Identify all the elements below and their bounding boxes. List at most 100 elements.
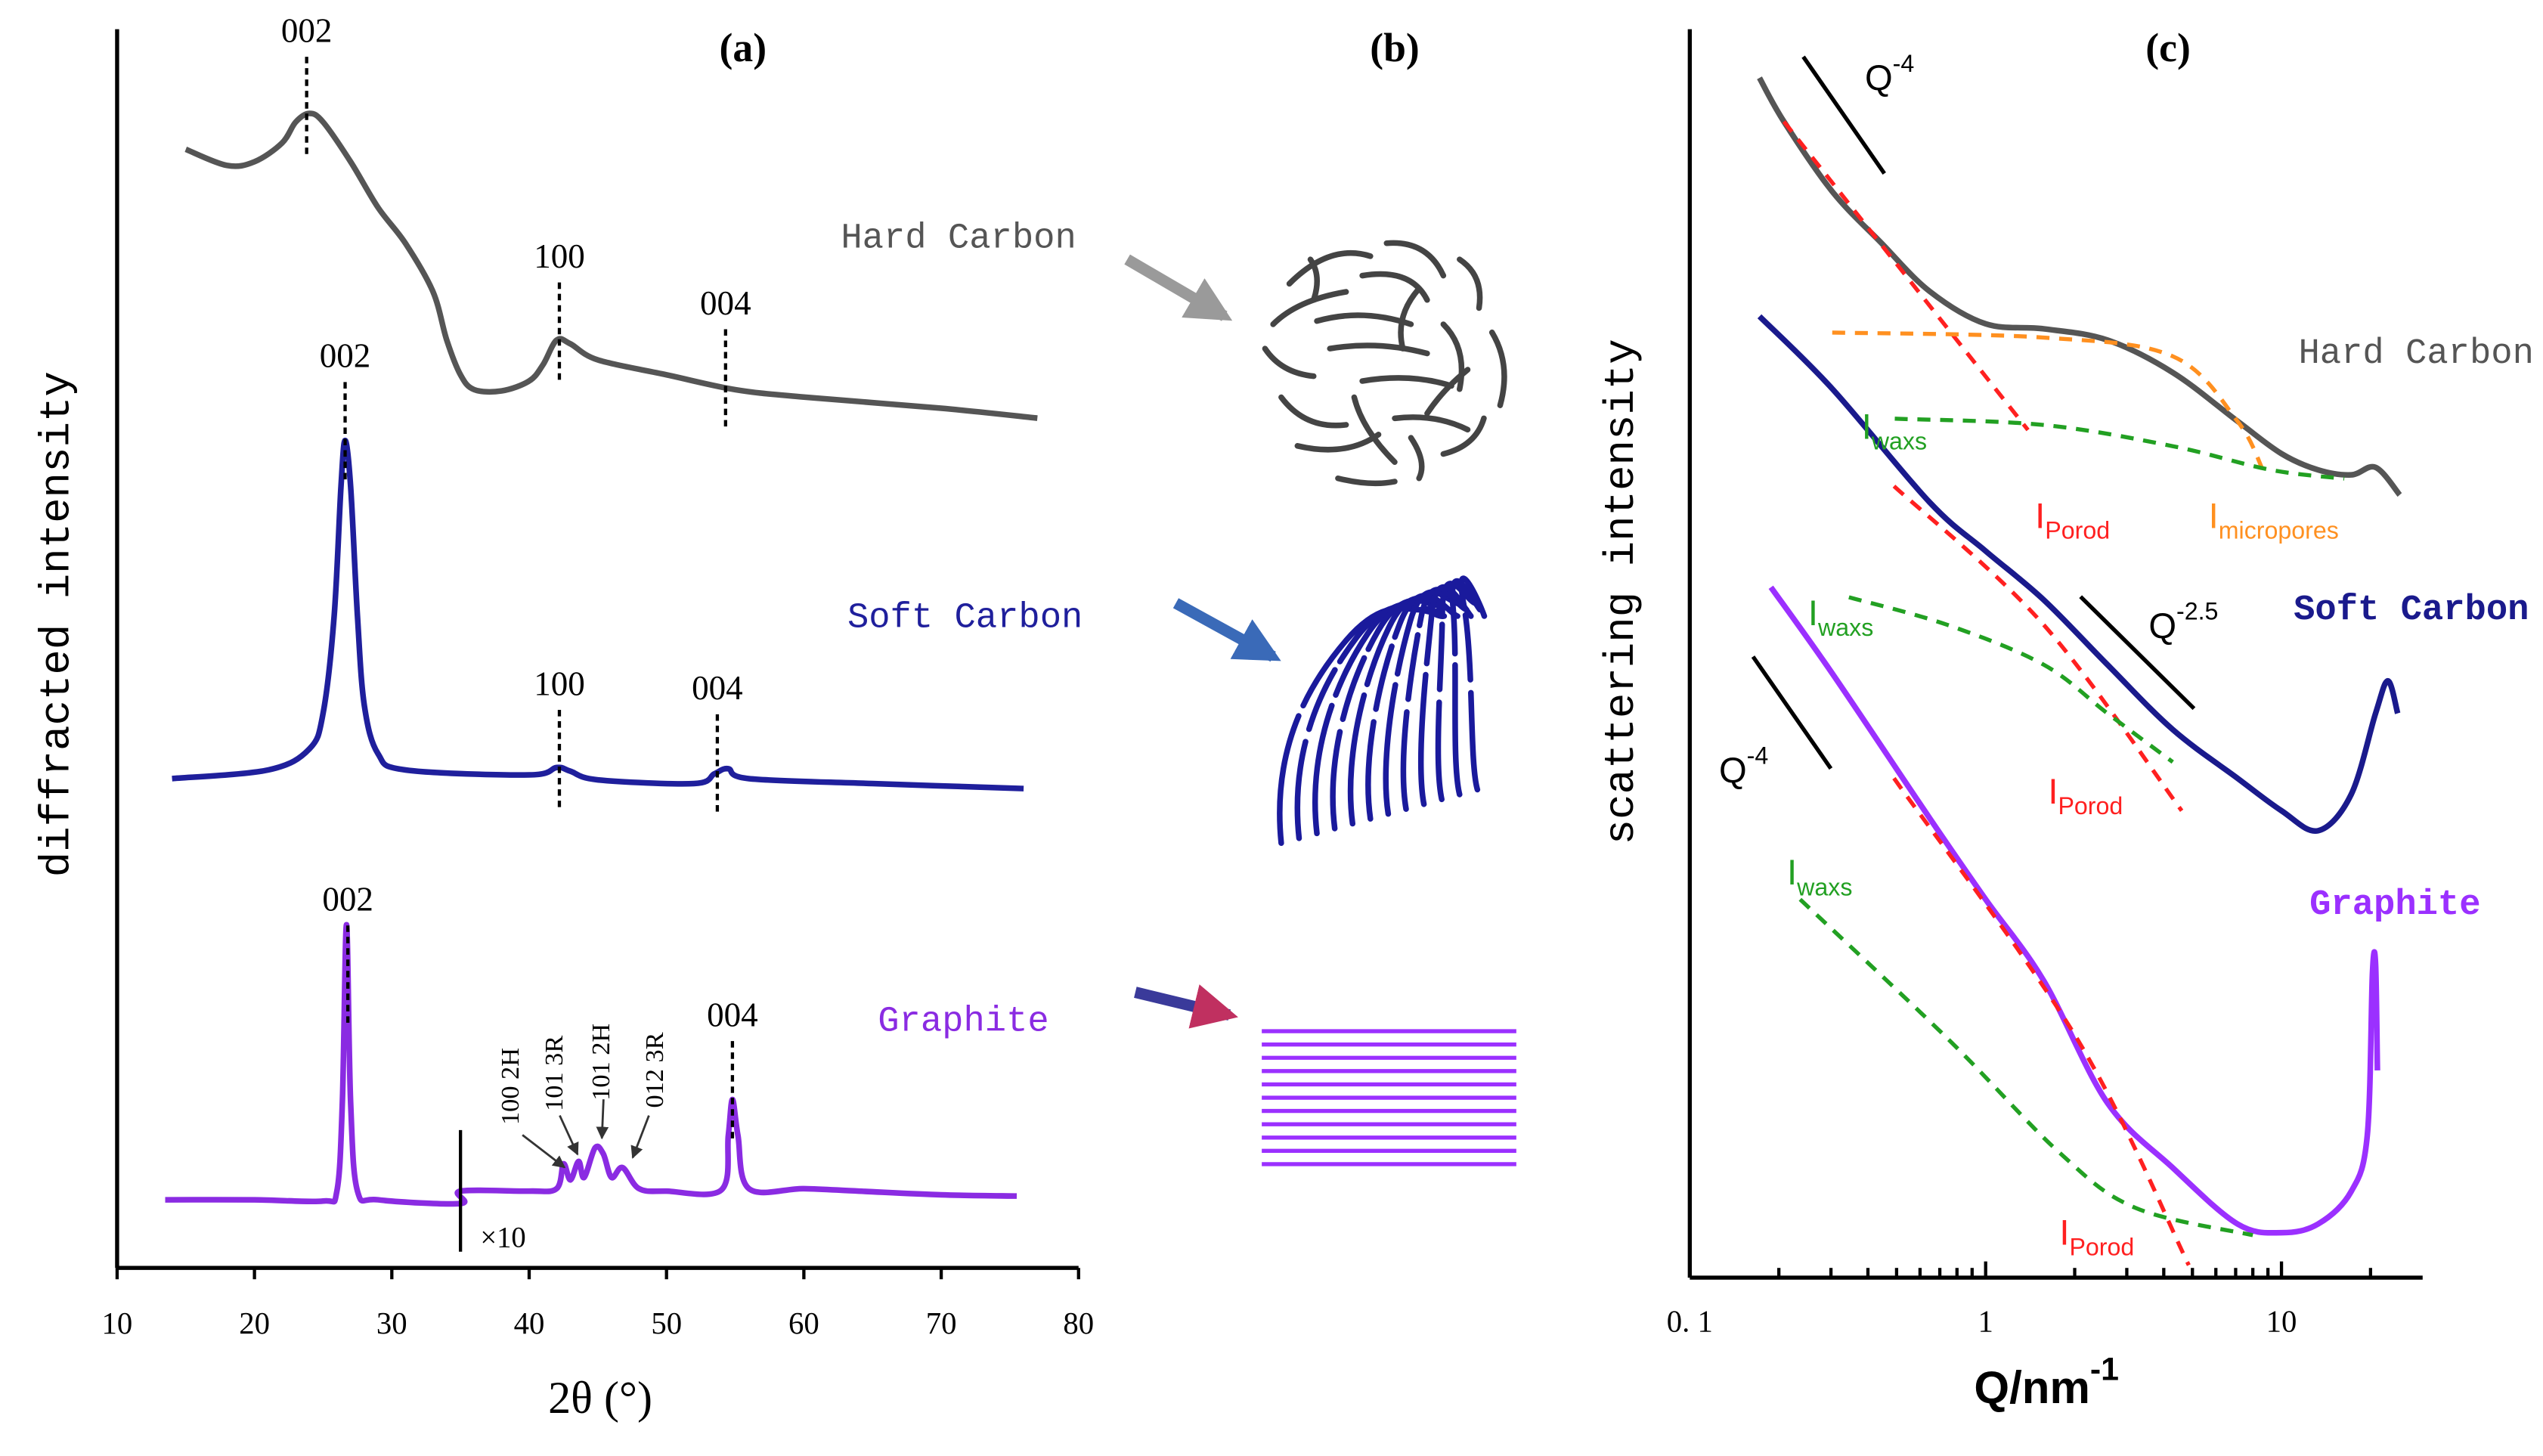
annotation-sub: Porod bbox=[2058, 792, 2123, 819]
x-tick-label: 1 bbox=[1978, 1305, 1993, 1339]
x-tick-label: 10 bbox=[102, 1306, 133, 1340]
layer bbox=[1294, 603, 1443, 841]
annotation: Q-2.5 bbox=[2148, 597, 2218, 646]
annotation: Imicropores bbox=[2209, 496, 2339, 544]
curve bbox=[184, 110, 1038, 421]
fit-line bbox=[1892, 485, 2184, 813]
x-axis-label: 2θ (°) bbox=[548, 1372, 652, 1423]
annotation-sub: Porod bbox=[2069, 1233, 2134, 1260]
layer bbox=[1417, 584, 1474, 807]
peak-label: 100 bbox=[534, 237, 585, 275]
arrow bbox=[1124, 254, 1233, 321]
annotation-text: I bbox=[1787, 853, 1797, 893]
fit-line bbox=[1892, 776, 2191, 1266]
x-tick-label: 20 bbox=[239, 1306, 270, 1340]
x-tick-label: 30 bbox=[376, 1306, 407, 1340]
annotation-sup: -4 bbox=[1747, 742, 1769, 769]
annotation: IPorod bbox=[2035, 496, 2110, 544]
phase-arrow bbox=[522, 1134, 566, 1169]
x-tick-label: 60 bbox=[788, 1306, 819, 1340]
annotation-sub: waxs bbox=[1817, 614, 1873, 641]
phase-arrow bbox=[630, 1115, 650, 1159]
x-axis-label-base: Q/nm bbox=[1974, 1362, 2089, 1413]
peak-label: 002 bbox=[322, 881, 373, 919]
phase-label: 100 2H bbox=[496, 1048, 525, 1125]
fit-line bbox=[1832, 330, 2265, 471]
y-axis-label: scattering intensity bbox=[1598, 339, 1646, 844]
annotation-text: I bbox=[2059, 1213, 2069, 1253]
phase-label: 012 3R bbox=[640, 1032, 669, 1107]
annotation: IPorod bbox=[2059, 1213, 2134, 1260]
hard-carbon-structure bbox=[1262, 240, 1507, 487]
annotation-sup: -4 bbox=[1893, 49, 1915, 76]
fit-line bbox=[1782, 120, 2030, 432]
series-label: Graphite bbox=[2309, 885, 2480, 925]
peak-label: 002 bbox=[320, 337, 371, 375]
curve bbox=[1757, 76, 2402, 497]
annotation-text: I bbox=[1808, 593, 1818, 633]
annotation: Q-4 bbox=[1865, 49, 1914, 98]
x-tick-label: 50 bbox=[651, 1306, 682, 1340]
scale-label: ×10 bbox=[480, 1222, 525, 1254]
x-tick-label: 70 bbox=[926, 1306, 957, 1340]
annotation-text: I bbox=[2035, 496, 2045, 536]
annotation: IPorod bbox=[2048, 771, 2123, 819]
layer bbox=[1449, 578, 1483, 798]
annotation: Iwaxs bbox=[1787, 853, 1852, 900]
peak-label: 002 bbox=[281, 11, 333, 49]
series-label: Soft Carbon bbox=[847, 599, 1083, 639]
x-axis-label: Q/nm-1 bbox=[1974, 1352, 2119, 1413]
slope-guide bbox=[1801, 55, 1886, 175]
fit-line bbox=[1894, 417, 2345, 481]
curve bbox=[172, 437, 1024, 792]
x-tick-label: 80 bbox=[1063, 1306, 1094, 1340]
annotation-text: I bbox=[2209, 496, 2219, 536]
annotation: Q-4 bbox=[1719, 742, 1768, 790]
peak-label: 004 bbox=[700, 284, 751, 322]
annotation-sub: micropores bbox=[2219, 516, 2339, 544]
annotation-text: I bbox=[1862, 407, 1872, 447]
fit-line bbox=[1848, 595, 2174, 764]
peak-label: 100 bbox=[534, 664, 585, 702]
x-tick-label: 0. 1 bbox=[1667, 1305, 1713, 1339]
peak-label: 004 bbox=[692, 669, 743, 707]
soft-carbon-structure bbox=[1277, 575, 1488, 847]
curve bbox=[1768, 585, 2380, 1236]
phase-label: 101 3R bbox=[540, 1036, 568, 1111]
curve bbox=[1757, 314, 2401, 834]
fit-line bbox=[1798, 897, 2253, 1238]
series-label: Graphite bbox=[878, 1002, 1048, 1042]
annotation: Iwaxs bbox=[1808, 593, 1873, 640]
panel-title: (c) bbox=[2145, 25, 2191, 70]
phase-arrow bbox=[596, 1099, 609, 1140]
curve bbox=[165, 922, 1018, 1207]
series-label: Hard Carbon bbox=[2299, 334, 2534, 374]
peak-label: 004 bbox=[707, 996, 758, 1033]
annotation-text: I bbox=[2048, 771, 2058, 811]
annotation-text: Q bbox=[1719, 751, 1747, 791]
layer bbox=[1458, 575, 1488, 793]
panel-title: (b) bbox=[1370, 25, 1420, 70]
annotation-text: Q bbox=[1865, 58, 1893, 98]
annotation-sup: -2.5 bbox=[2176, 597, 2218, 624]
slope-guide bbox=[1751, 655, 1833, 770]
y-axis-label: diffracted intensity bbox=[33, 371, 81, 877]
series-label: Soft Carbon bbox=[2294, 590, 2529, 630]
phase-arrow bbox=[559, 1115, 579, 1156]
annotation: Iwaxs bbox=[1862, 407, 1927, 454]
annotation-sub: waxs bbox=[1871, 427, 1927, 454]
annotation-sub: Porod bbox=[2045, 516, 2110, 544]
arrow bbox=[1134, 984, 1238, 1029]
x-axis-label-sup: -1 bbox=[2090, 1352, 2119, 1388]
x-tick-label: 10 bbox=[2266, 1305, 2297, 1339]
slope-guide bbox=[2079, 595, 2196, 711]
annotation-sub: waxs bbox=[1796, 873, 1852, 900]
graphite-structure bbox=[1262, 1029, 1516, 1166]
panel-title: (a) bbox=[720, 25, 767, 70]
x-tick-label: 40 bbox=[514, 1306, 545, 1340]
series-label: Hard Carbon bbox=[841, 219, 1076, 259]
phase-label: 101 2H bbox=[587, 1024, 615, 1101]
arrow bbox=[1172, 598, 1281, 662]
annotation-text: Q bbox=[2148, 606, 2176, 646]
